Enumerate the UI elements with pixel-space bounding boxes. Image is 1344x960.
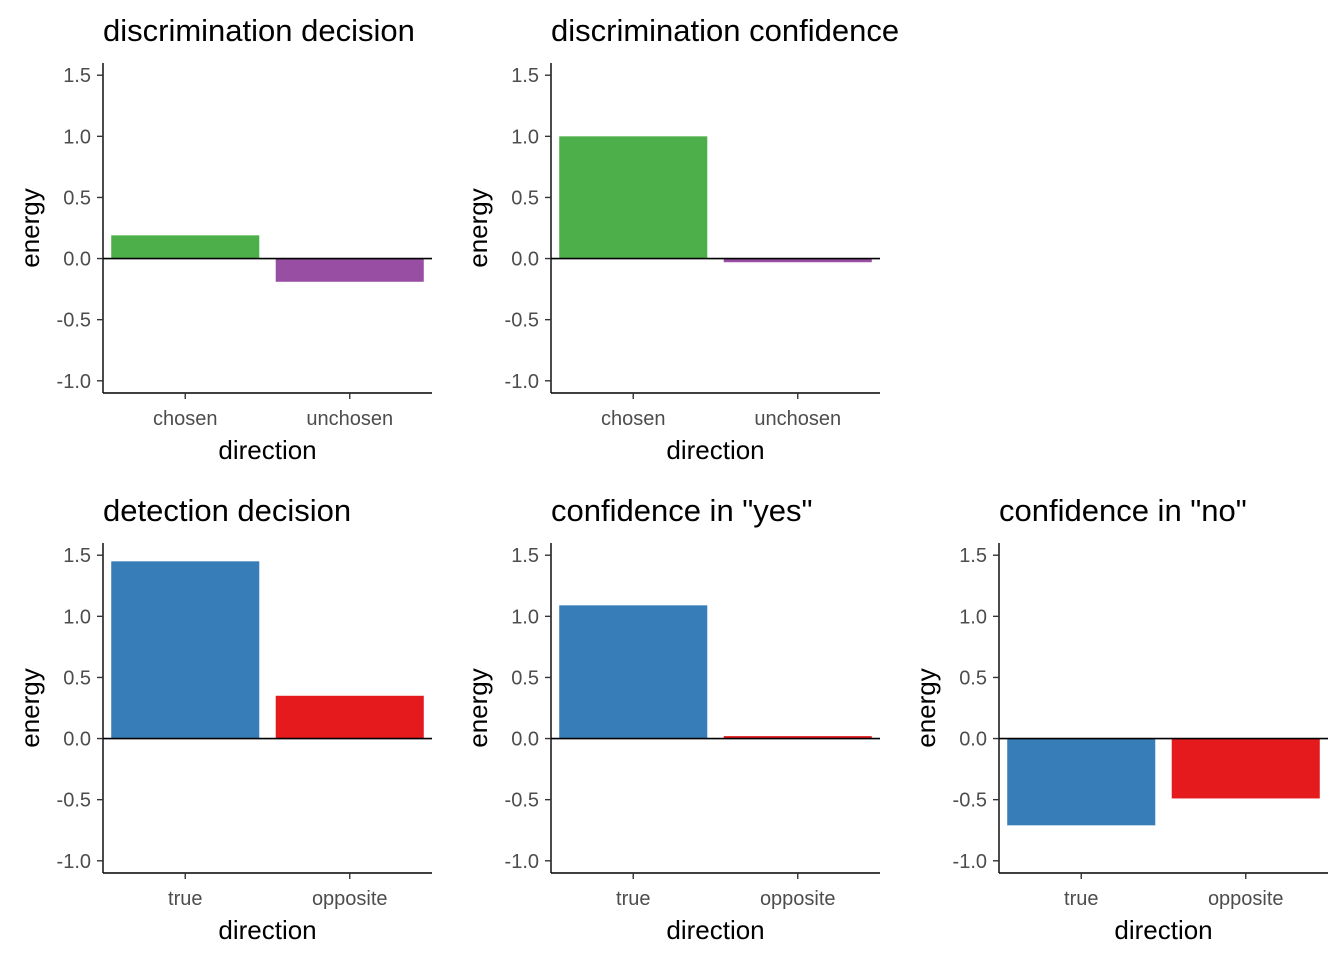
y-tick-label: -1.0 [57, 851, 91, 873]
y-tick-label: -0.5 [505, 790, 539, 812]
bar-opposite [1171, 738, 1320, 799]
x-axis-title: direction [666, 435, 764, 465]
y-tick-label: 0.5 [959, 667, 987, 689]
y-axis-title: energy [15, 188, 45, 268]
y-tick-label: 0.5 [511, 667, 539, 689]
y-tick-label: 1.0 [63, 126, 91, 148]
y-tick-label: 1.0 [511, 606, 539, 628]
x-axis-title: direction [1114, 915, 1212, 945]
panel-title: confidence in "no" [999, 493, 1247, 528]
panel-title: discrimination decision [103, 13, 415, 48]
x-axis-title: direction [218, 435, 316, 465]
bar-true [111, 561, 260, 739]
y-axis-title: energy [911, 668, 941, 748]
x-tick-label: true [168, 888, 202, 910]
y-tick-label: 1.0 [63, 606, 91, 628]
y-tick-label: 0.0 [511, 729, 539, 751]
chart-panel: discrimination confidence -1.0 -0.5 0.0 0.5 1… [463, 13, 899, 465]
y-tick-label: 1.5 [63, 65, 91, 87]
y-tick-label: -1.0 [505, 851, 539, 873]
y-tick-label: 0.5 [63, 187, 91, 209]
x-tick-label: opposite [760, 888, 836, 910]
y-tick-label: 1.0 [959, 606, 987, 628]
x-axis-title: direction [666, 915, 764, 945]
y-tick-label: 0.5 [511, 187, 539, 209]
y-tick-label: -0.5 [57, 790, 91, 812]
y-tick-label: -1.0 [505, 371, 539, 393]
bar-chosen [111, 235, 260, 259]
y-tick-label: -1.0 [953, 851, 987, 873]
y-tick-label: 1.5 [959, 545, 987, 567]
y-tick-label: 1.0 [511, 126, 539, 148]
bar-unchosen [275, 258, 424, 282]
x-tick-label: unchosen [306, 408, 393, 430]
panel-title: confidence in "yes" [551, 493, 813, 528]
bar-unchosen [723, 258, 872, 263]
x-tick-label: chosen [601, 408, 666, 430]
y-tick-label: -1.0 [57, 371, 91, 393]
bar-chosen [559, 136, 708, 259]
bar-true [1007, 738, 1156, 826]
x-axis-title: direction [218, 915, 316, 945]
y-tick-label: 0.0 [959, 729, 987, 751]
bar-opposite [723, 736, 872, 739]
y-axis-title: energy [15, 668, 45, 748]
x-tick-label: true [616, 888, 650, 910]
y-axis-title: energy [463, 188, 493, 268]
x-tick-label: chosen [153, 408, 218, 430]
y-tick-label: 1.5 [63, 545, 91, 567]
y-tick-label: 1.5 [511, 545, 539, 567]
chart-panel: confidence in "yes" -1.0 -0.5 0.0 0.5 1.0 1.5 t… [463, 493, 880, 945]
y-tick-label: -0.5 [505, 310, 539, 332]
panel-title: discrimination confidence [551, 13, 899, 48]
bar-opposite [275, 695, 424, 739]
y-tick-label: 0.5 [63, 667, 91, 689]
chart-panel: discrimination decision -1.0 -0.5 0.0 0.5 1.0… [15, 13, 432, 465]
y-tick-label: -0.5 [953, 790, 987, 812]
y-axis-title: energy [463, 668, 493, 748]
chart-panel: confidence in "no" -1.0 -0.5 0.0 0.5 1.0 1.5 tr… [911, 493, 1328, 945]
y-tick-label: 1.5 [511, 65, 539, 87]
x-tick-label: unchosen [754, 408, 841, 430]
x-tick-label: true [1064, 888, 1098, 910]
y-tick-label: 0.0 [63, 249, 91, 271]
y-tick-label: 0.0 [511, 249, 539, 271]
x-tick-label: opposite [312, 888, 388, 910]
bar-true [559, 605, 708, 739]
y-tick-label: -0.5 [57, 310, 91, 332]
y-tick-label: 0.0 [63, 729, 91, 751]
x-tick-label: opposite [1208, 888, 1284, 910]
chart-panel: detection decision -1.0 -0.5 0.0 0.5 1.0 1.5 tr… [15, 493, 432, 945]
panel-title: detection decision [103, 493, 351, 528]
